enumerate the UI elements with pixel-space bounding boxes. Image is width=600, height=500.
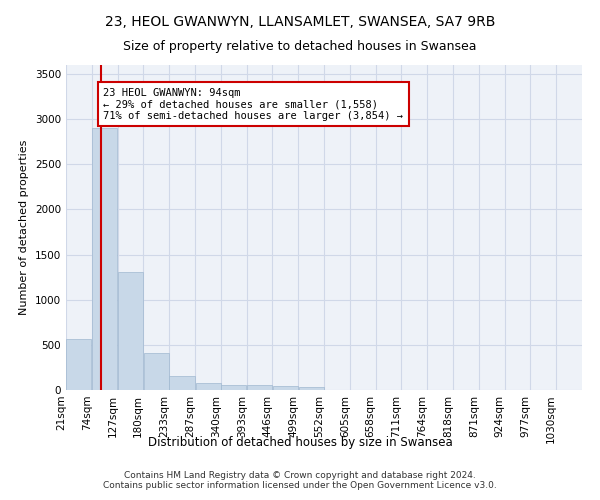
Text: Distribution of detached houses by size in Swansea: Distribution of detached houses by size … xyxy=(148,436,452,449)
Bar xyxy=(247,385,272,390)
Bar xyxy=(118,272,143,390)
Bar xyxy=(143,352,169,390)
Text: 23, HEOL GWANWYN, LLANSAMLET, SWANSEA, SA7 9RB: 23, HEOL GWANWYN, LLANSAMLET, SWANSEA, S… xyxy=(105,15,495,29)
Bar xyxy=(273,386,298,390)
Text: Size of property relative to detached houses in Swansea: Size of property relative to detached ho… xyxy=(123,40,477,53)
Bar xyxy=(169,376,195,390)
Bar xyxy=(221,384,247,390)
Y-axis label: Number of detached properties: Number of detached properties xyxy=(19,140,29,315)
Bar xyxy=(196,383,221,390)
Text: 23 HEOL GWANWYN: 94sqm
← 29% of detached houses are smaller (1,558)
71% of semi-: 23 HEOL GWANWYN: 94sqm ← 29% of detached… xyxy=(103,88,403,121)
Bar xyxy=(299,387,324,390)
Bar xyxy=(92,128,117,390)
Text: Contains HM Land Registry data © Crown copyright and database right 2024.
Contai: Contains HM Land Registry data © Crown c… xyxy=(103,470,497,490)
Bar xyxy=(66,338,91,390)
